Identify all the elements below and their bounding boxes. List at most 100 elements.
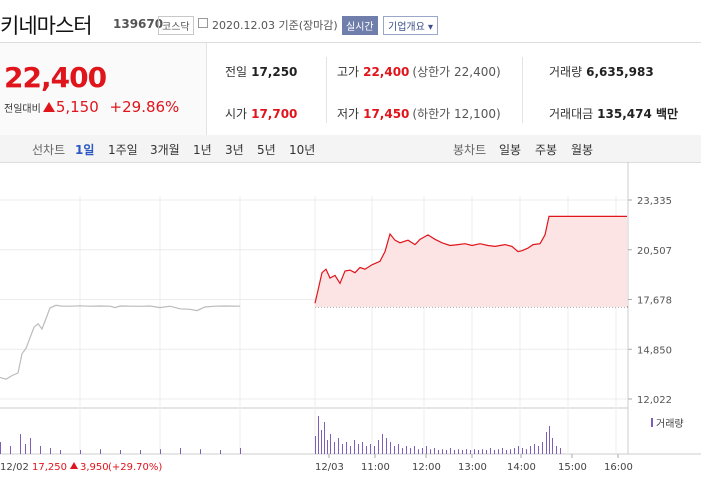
footer-change: 3,950: [80, 462, 109, 473]
y-tick-label: 23,335: [637, 196, 672, 207]
volume-label: 거래량: [549, 65, 583, 79]
volume-bar: [10, 446, 11, 454]
volume-bar: [434, 448, 435, 454]
price-summary: 22,400 전일대비 5,150 +29.86% 전일 17,250 고가 22,4…: [0, 42, 701, 137]
divider: [522, 57, 523, 123]
volume-bar: [180, 448, 181, 454]
volume-bar: [346, 442, 347, 454]
tab-monthly[interactable]: 월봉: [571, 143, 594, 157]
volume-bar: [160, 449, 161, 454]
change-label: 전일대비: [4, 104, 41, 115]
volume-bar: [552, 438, 553, 454]
volume-bar: [350, 446, 351, 454]
line-chart-label: 선차트: [32, 143, 66, 157]
date-value: 2020.12.03: [212, 19, 275, 32]
amount-value: 135,474 백만: [597, 107, 679, 121]
today-area: [315, 216, 627, 308]
volume-bar: [426, 446, 427, 454]
stock-header: 키네마스터 139670 코스닥 2020.12.03 기준(장마감) 실시간 …: [0, 0, 701, 42]
volume-bar: [321, 430, 322, 454]
volume-bar: [324, 422, 325, 454]
up-arrow-icon: [42, 102, 55, 112]
volume-bar: [549, 426, 550, 454]
volume-legend-swatch: [651, 418, 653, 427]
volume-bar: [220, 450, 221, 454]
volume-bar: [506, 450, 507, 454]
prev-close-value: 17,250: [251, 65, 298, 79]
volume-bar: [510, 449, 511, 454]
change-percent: +29.86%: [109, 98, 180, 116]
volume-bar: [474, 449, 475, 454]
volume-bar: [446, 450, 447, 454]
company-info-button[interactable]: 기업개요 ▾: [383, 16, 439, 35]
tab-10y[interactable]: 10년: [289, 143, 316, 157]
volume-bar: [0, 442, 1, 454]
volume-bar: [526, 449, 527, 454]
volume-bar: [466, 449, 467, 454]
volume-bar: [382, 434, 383, 454]
tab-5y[interactable]: 5년: [257, 143, 276, 157]
volume-bar: [398, 444, 399, 454]
volume-bar: [546, 432, 547, 454]
volume-bar: [542, 442, 543, 454]
volume-bar: [514, 448, 515, 454]
volume-bar: [406, 446, 407, 454]
volume-bar: [334, 442, 335, 454]
volume-bar: [470, 450, 471, 454]
divider: [326, 57, 327, 123]
chevron-down-icon: ▾: [428, 22, 434, 33]
realtime-button[interactable]: 실시간: [342, 16, 378, 35]
volume-bar: [394, 446, 395, 454]
volume-bar: [40, 446, 41, 454]
y-tick-label: 14,850: [637, 345, 672, 356]
volume-bar: [366, 446, 367, 454]
chart-tabs: 선차트 1일 1주일 3개월 1년 3년 5년 10년 봉차트 일봉 주봉 월봉: [0, 135, 701, 163]
volume-value: 6,635,983: [586, 65, 654, 79]
volume-bar: [362, 442, 363, 454]
tab-1y[interactable]: 1년: [193, 143, 212, 157]
x-tick-label: 13:00: [458, 462, 487, 473]
open-label: 시가: [225, 107, 248, 121]
tab-weekly[interactable]: 주봉: [535, 143, 558, 157]
x-tick-label: 14:00: [507, 462, 536, 473]
volume-bar: [50, 448, 51, 454]
volume-legend: 거래량: [656, 418, 684, 430]
low-value: 17,450: [363, 107, 410, 121]
amount-label: 거래대금: [549, 107, 594, 121]
y-tick-label: 12,022: [637, 395, 672, 406]
tab-1d[interactable]: 1일: [75, 143, 95, 157]
volume-bar: [140, 450, 141, 454]
volume-bar: [80, 450, 81, 454]
stock-code: 139670: [113, 17, 164, 31]
volume-bar: [502, 448, 503, 454]
x-tick-label: 15:00: [558, 462, 587, 473]
market-badge: 코스닥: [158, 16, 194, 35]
volume-bar: [494, 450, 495, 454]
volume-bar: [438, 450, 439, 454]
footer-pct: (+29.70%): [108, 462, 162, 473]
price-chart: 23,335 20,507 17,678 14,850 12,022 거래량 12/03 11…: [0, 162, 701, 473]
today-line: [314, 215, 627, 304]
tab-1w[interactable]: 1주일: [108, 143, 138, 157]
volume-bar: [442, 449, 443, 454]
volume-bar: [354, 440, 355, 454]
open-price: 시가 17,700: [225, 105, 297, 122]
volume-bar: [386, 438, 387, 454]
calendar-icon: [198, 18, 208, 28]
volume-bar: [100, 449, 101, 454]
volume-bar: [327, 440, 328, 454]
tab-3y[interactable]: 3년: [225, 143, 244, 157]
tab-3m[interactable]: 3개월: [150, 143, 180, 157]
volume-bar: [374, 446, 375, 454]
x-tick-label: 11:00: [361, 462, 390, 473]
prev-day-line: [0, 304, 241, 380]
volume-bar: [538, 446, 539, 454]
volume-bar: [414, 446, 415, 454]
volume-bar: [120, 450, 121, 454]
volume-bar: [25, 444, 26, 454]
tab-daily[interactable]: 일봉: [499, 143, 522, 157]
x-tick-label: 12/03: [315, 462, 344, 473]
change-row: 전일대비 5,150 +29.86%: [4, 98, 179, 116]
volume-bar: [418, 449, 419, 454]
up-arrow-icon: [70, 462, 78, 469]
